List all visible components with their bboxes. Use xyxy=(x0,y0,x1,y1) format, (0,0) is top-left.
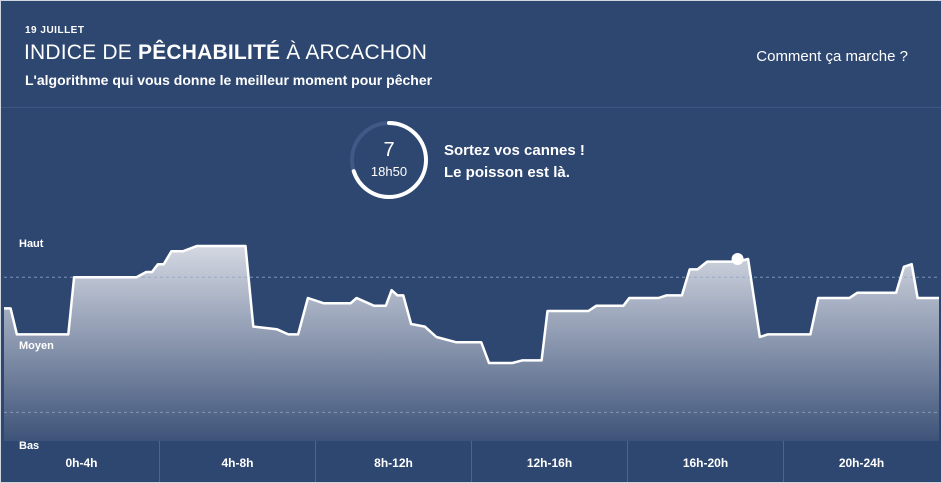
x-tick-label: 20h-24h xyxy=(838,456,885,470)
how-it-works-link[interactable]: Comment ça marche ? xyxy=(756,48,908,65)
x-tick-label: 4h-8h xyxy=(221,456,254,470)
score-ring-progress xyxy=(350,121,428,199)
x-tick-label: 16h-20h xyxy=(682,456,729,470)
score-gauge: 7 18h50 xyxy=(348,119,430,201)
score-time: 18h50 xyxy=(370,164,408,179)
title-prefix: INDICE DE xyxy=(24,41,139,64)
index-area-fill xyxy=(4,246,939,441)
level-label-haut: Haut xyxy=(19,238,44,250)
current-time-marker[interactable] xyxy=(731,253,744,265)
x-tick-label: 0h-4h xyxy=(65,456,98,470)
x-separator xyxy=(159,441,160,482)
score-ring xyxy=(350,121,428,199)
x-tick-label: 8h-12h xyxy=(374,456,413,470)
page-subtitle: L'algorithme qui vous donne le meilleur … xyxy=(25,72,433,88)
index-line xyxy=(4,244,939,365)
level-label-moyen: Moyen xyxy=(19,340,54,352)
score-message-line1: Sortez vos cannes ! xyxy=(444,142,585,159)
title-bold: PÊCHABILITÉ xyxy=(138,41,281,64)
date-label: 19 JUILLET xyxy=(25,25,85,36)
level-label-bas: Bas xyxy=(19,440,40,452)
x-separator xyxy=(783,441,784,482)
page-title: INDICE DE PÊCHABILITÉ À ARCACHON xyxy=(24,41,427,65)
x-tick-label: 12h-16h xyxy=(526,456,573,470)
x-separator xyxy=(471,441,472,482)
score-message: Sortez vos cannes ! Le poisson est là. xyxy=(444,140,585,184)
header: 19 JUILLET INDICE DE PÊCHABILITÉ À ARCAC… xyxy=(1,1,941,108)
score-value: 7 xyxy=(383,139,395,161)
score-message-line2: Le poisson est là. xyxy=(444,164,570,181)
x-separator xyxy=(315,441,316,482)
title-suffix: À ARCACHON xyxy=(280,41,428,64)
x-separator xyxy=(627,441,628,482)
